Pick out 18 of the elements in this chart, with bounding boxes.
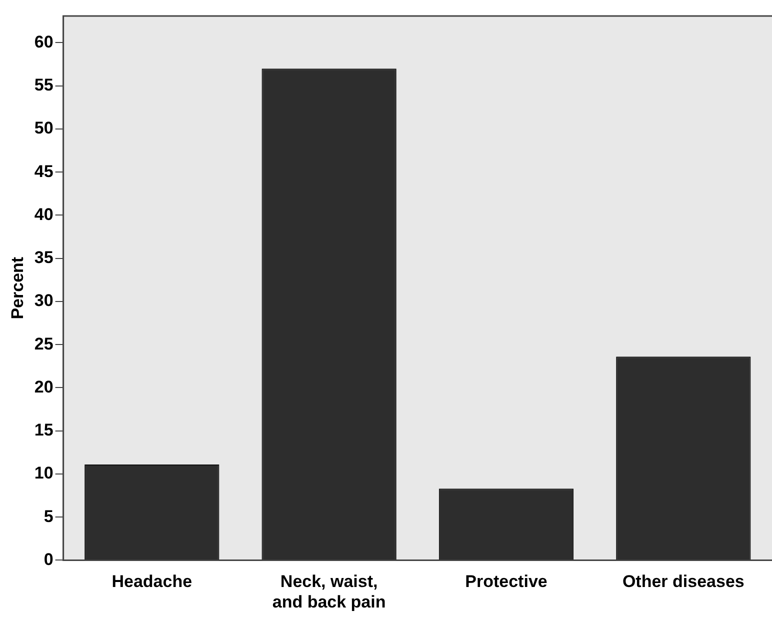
y-tick-label: 50 (34, 118, 54, 138)
y-tick-label: 45 (34, 162, 54, 181)
y-axis-title: Percent (8, 256, 27, 320)
x-tick-label: Neck, waist, and back pain (272, 572, 386, 612)
x-tick-label: Headache (112, 572, 192, 592)
y-tick-label: 60 (34, 32, 54, 52)
x-tick-label: Other diseases (622, 572, 744, 592)
y-tick-label: 25 (34, 334, 54, 354)
y-tick-label: 35 (34, 248, 54, 268)
y-tick-label: 20 (34, 377, 54, 396)
y-tick-label: 30 (34, 291, 54, 310)
y-tick-label: 5 (44, 506, 54, 526)
y-tick-label: 10 (34, 464, 54, 483)
y-tick-label: 55 (34, 76, 54, 95)
y-tick-label: 15 (34, 420, 54, 440)
x-tick-label: Protective (465, 572, 548, 592)
y-tick-label: 0 (44, 550, 54, 569)
y-tick-label: 40 (34, 204, 54, 224)
